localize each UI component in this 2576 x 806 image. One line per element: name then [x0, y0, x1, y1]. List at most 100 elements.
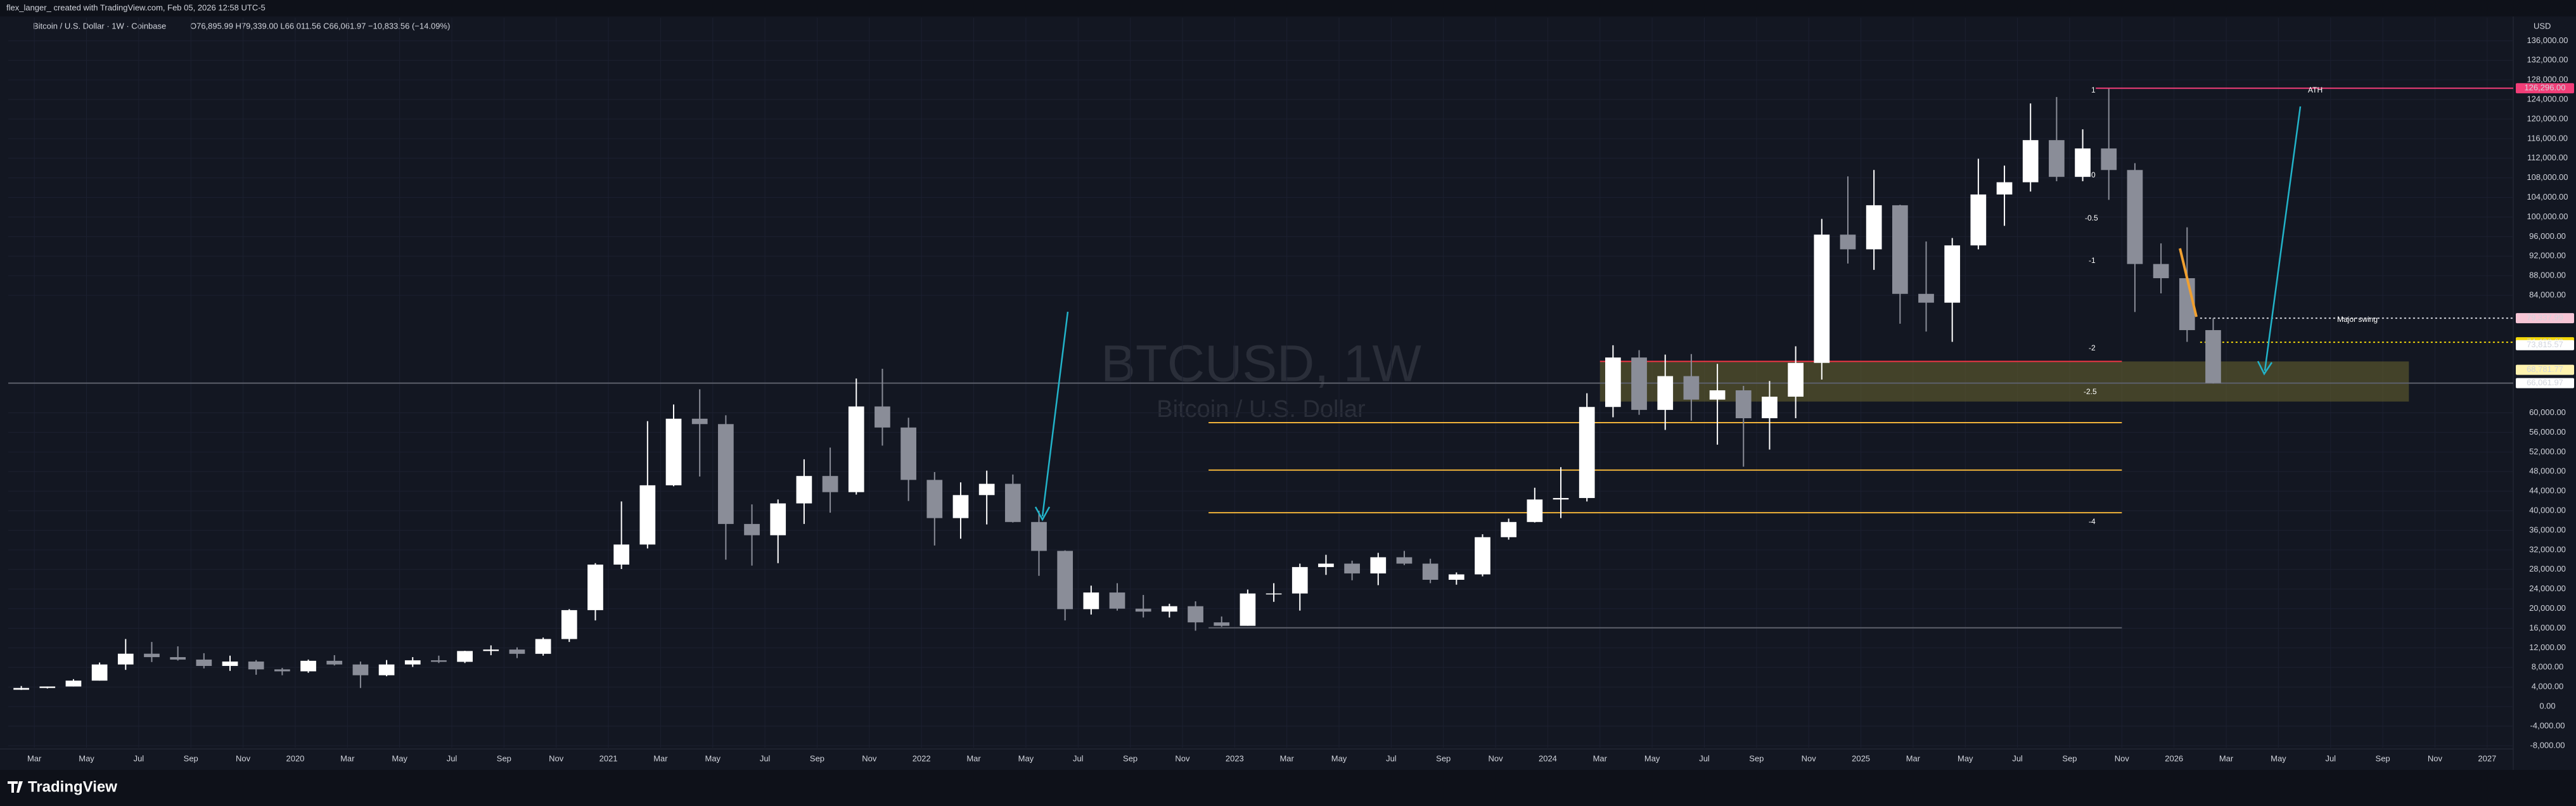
candle-body [2101, 148, 2117, 170]
x-tick-label: Jul [134, 753, 144, 763]
candle-body [1527, 499, 1543, 522]
candle-body [1109, 592, 1125, 609]
candle-body [2205, 329, 2221, 383]
candle-body [1291, 566, 1308, 594]
drawing-line [2179, 248, 2198, 317]
x-tick-label: May [1958, 753, 1973, 763]
x-tick-label: Nov [236, 753, 251, 763]
candle-body [1318, 563, 1334, 567]
candle-body [170, 657, 186, 660]
y-tick-label: 132,000.00 [2527, 55, 2568, 65]
y-tick-label: -4,000.00 [2530, 720, 2565, 730]
y-tick-label: 56,000.00 [2529, 427, 2566, 437]
x-tick-label: Nov [1802, 753, 1817, 763]
y-tick-label: 104,000.00 [2527, 192, 2568, 202]
y-tick-label: 16,000.00 [2529, 623, 2566, 632]
y-tick-label: 48,000.00 [2529, 466, 2566, 476]
candle-body [665, 418, 682, 485]
x-tick-label: Jul [447, 753, 458, 763]
x-tick-label: Nov [549, 753, 564, 763]
x-tick-label: Jul [2012, 753, 2023, 763]
x-tick-label: Nov [2428, 753, 2443, 763]
watermark: BTCUSD, 1W [1101, 335, 1421, 393]
fib-label: -0.5 [2085, 214, 2098, 222]
y-tick-label: 12,000.00 [2529, 643, 2566, 652]
y-tick-label: 32,000.00 [2529, 544, 2566, 554]
candle-body [1344, 563, 1360, 573]
x-tick-label: Mar [27, 753, 42, 763]
candle-body [222, 662, 238, 666]
x-tick-label: Sep [1123, 753, 1137, 763]
candle-body [639, 485, 656, 545]
fib-label: 0 [2091, 170, 2096, 179]
x-tick-label: 2025 [1852, 753, 1870, 763]
candle-body [39, 686, 56, 688]
candle-body [1214, 622, 1230, 626]
y-tick-label: 40,000.00 [2529, 505, 2566, 515]
x-tick-label: Mar [340, 753, 355, 763]
candle-body [1631, 357, 1647, 410]
candle-body [587, 565, 603, 610]
x-tick-label: Sep [2062, 753, 2077, 763]
candle-body [535, 639, 551, 654]
author-text: flex_langer_ created with TradingView.co… [6, 3, 266, 12]
candle-body [1004, 483, 1021, 522]
price-label: 73,815.57 [2527, 340, 2563, 349]
y-tick-label: 124,000.00 [2527, 94, 2568, 103]
candle-body [326, 660, 343, 665]
candle-body [196, 659, 212, 666]
candle-body [144, 653, 160, 658]
x-tick-label: Mar [1906, 753, 1921, 763]
candle-body [1892, 205, 1908, 294]
candle-body [1709, 390, 1726, 400]
candle-body [1918, 293, 1934, 303]
candle-body [352, 664, 369, 675]
footer-bar [0, 770, 2576, 806]
brand[interactable]: TradingView [28, 778, 117, 795]
candle-body [1944, 245, 1961, 303]
candle-body [2127, 170, 2143, 264]
candle-body [1162, 606, 1177, 612]
price-label: 68,781.77 [2527, 364, 2563, 374]
candle-body [1396, 557, 1413, 564]
fib-label: -4 [2089, 517, 2096, 526]
x-tick-label: Mar [1279, 753, 1294, 763]
price-label: 79,337.99 [2527, 313, 2563, 323]
x-tick-label: May [705, 753, 721, 763]
x-tick-label: Sep [2376, 753, 2390, 763]
y-tick-label: 4,000.00 [2532, 682, 2564, 691]
candle-body [744, 523, 760, 535]
candle-body [1579, 407, 1595, 498]
price-label-bg [2516, 340, 2574, 350]
x-tick-label: May [2271, 753, 2286, 763]
plot: -8,000.00-4,000.000.004,000.008,000.0012… [8, 18, 2574, 763]
x-tick-label: 2020 [286, 753, 304, 763]
x-tick-label: Jul [2325, 753, 2336, 763]
candle-body [926, 480, 943, 518]
y-tick-label: 52,000.00 [2529, 447, 2566, 456]
candle-body [1422, 563, 1439, 580]
candle-body [1762, 397, 1778, 419]
x-tick-label: Nov [1175, 753, 1190, 763]
candle-body [1605, 357, 1621, 407]
x-tick-label: 2023 [1226, 753, 1244, 763]
y-tick-label: 108,000.00 [2527, 172, 2568, 182]
candle-body [1996, 182, 2013, 195]
arrow-head [1034, 506, 1051, 521]
y-tick-label: 20,000.00 [2529, 603, 2566, 613]
y-tick-label: 36,000.00 [2529, 525, 2566, 534]
candle-body [91, 664, 108, 681]
candle-body [2153, 264, 2169, 279]
candle-body [1501, 521, 1517, 537]
y-tick-label: 24,000.00 [2529, 584, 2566, 593]
arrow [1041, 311, 1069, 517]
x-tick-label: Jul [760, 753, 771, 763]
x-tick-label: May [79, 753, 94, 763]
y-tick-label: 28,000.00 [2529, 564, 2566, 573]
candle-body [848, 406, 864, 492]
y-tick-label: 44,000.00 [2529, 486, 2566, 496]
candle-body [13, 688, 29, 690]
candle-body [1188, 606, 1203, 623]
candle-body [248, 662, 264, 670]
